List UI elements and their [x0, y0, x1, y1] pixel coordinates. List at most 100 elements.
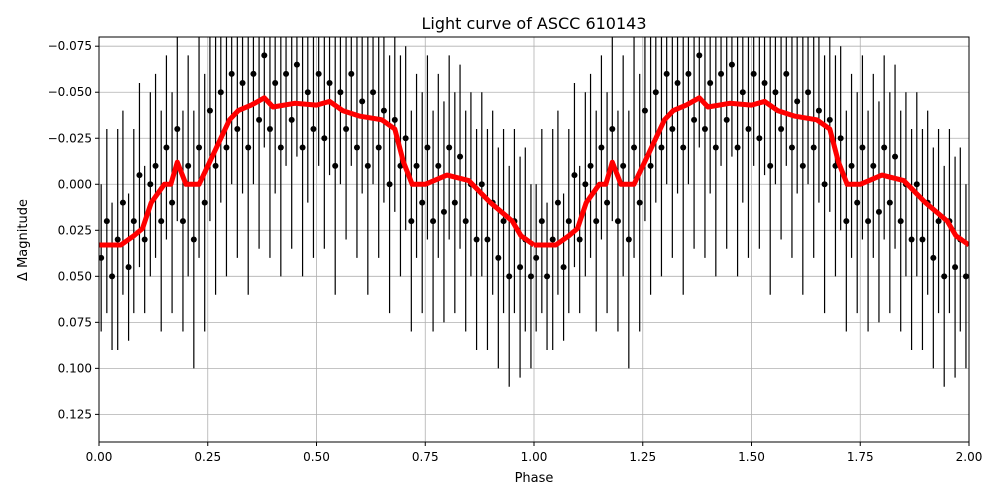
data-point [299, 144, 306, 151]
data-point [962, 273, 969, 280]
data-point [875, 208, 882, 215]
data-point [462, 218, 469, 225]
data-point [772, 89, 779, 96]
data-point [147, 181, 154, 188]
data-point [326, 80, 333, 87]
y-tick-label: 0.100 [58, 361, 92, 375]
data-point [517, 264, 524, 271]
data-point [674, 80, 681, 87]
data-point [446, 144, 453, 151]
data-point [685, 70, 692, 77]
data-point [652, 89, 659, 96]
data-point [565, 218, 572, 225]
data-point [631, 144, 638, 151]
data-point [544, 273, 551, 280]
data-point [533, 254, 540, 261]
data-point [130, 218, 137, 225]
x-axis-label: Phase [515, 471, 554, 486]
data-point [283, 70, 290, 77]
data-point [560, 264, 567, 271]
data-point [636, 199, 643, 206]
plot-frame [98, 36, 970, 443]
data-point [185, 162, 192, 169]
data-point [228, 70, 235, 77]
data-point [658, 144, 665, 151]
data-point [908, 236, 915, 243]
data-point [576, 236, 583, 243]
data-point [239, 80, 246, 87]
data-point [457, 153, 464, 160]
x-tick-label: 0.25 [194, 450, 221, 464]
data-point [837, 135, 844, 142]
data-point [571, 172, 578, 179]
data-point [359, 98, 366, 105]
data-point [217, 89, 224, 96]
data-point [881, 144, 888, 151]
data-point [892, 153, 899, 160]
data-point [419, 199, 426, 206]
data-point [865, 218, 872, 225]
data-point [136, 172, 143, 179]
data-point [495, 254, 502, 261]
data-point [794, 98, 801, 105]
data-point [348, 70, 355, 77]
data-point [473, 236, 480, 243]
data-point [152, 162, 159, 169]
x-tick-label: 1.25 [629, 450, 656, 464]
data-point [815, 107, 822, 114]
y-tick-label: 0.025 [58, 223, 92, 237]
data-point [696, 52, 703, 59]
data-point [941, 273, 948, 280]
data-point [321, 135, 328, 142]
data-point [430, 218, 437, 225]
x-tick-label: 1.75 [847, 450, 874, 464]
data-point [315, 70, 322, 77]
data-point [538, 218, 545, 225]
data-point [886, 199, 893, 206]
data-point [380, 107, 387, 114]
data-point [935, 218, 942, 225]
data-point [614, 218, 621, 225]
data-point [805, 89, 812, 96]
data-point [593, 218, 600, 225]
data-point [870, 162, 877, 169]
data-point [728, 61, 735, 68]
x-tick-label: 0.75 [412, 450, 439, 464]
data-point [163, 144, 170, 151]
binned-curve [99, 95, 969, 248]
data-point [718, 70, 725, 77]
data-point [810, 144, 817, 151]
data-point [169, 199, 176, 206]
data-point [854, 199, 861, 206]
axis-ticks: 0.00 0.25 0.50 0.75 1.00 1.25 1.50 1.75 2.00 −0.0… [48, 39, 983, 464]
y-tick-label: 0.125 [58, 407, 92, 421]
y-axis-label: Δ Magnitude [16, 199, 31, 281]
chart-title: Light curve of ASCC 610143 [421, 14, 646, 33]
data-point [554, 199, 561, 206]
binned-curve-line [534, 95, 969, 248]
data-point [500, 218, 507, 225]
data-point [745, 126, 752, 133]
data-point [691, 116, 698, 123]
data-point [337, 89, 344, 96]
y-tick-label: −0.050 [48, 85, 92, 99]
data-point [734, 144, 741, 151]
data-point [440, 208, 447, 215]
data-point [391, 116, 398, 123]
data-point [582, 181, 589, 188]
data-point [647, 162, 654, 169]
data-point [484, 236, 491, 243]
data-point [859, 144, 866, 151]
y-tick-label: −0.075 [48, 39, 92, 53]
data-point [723, 116, 730, 123]
y-tick-label: 0.050 [58, 269, 92, 283]
data-point [739, 89, 746, 96]
x-tick-label: 0.50 [303, 450, 330, 464]
data-point [549, 236, 556, 243]
data-point [364, 162, 371, 169]
data-point [620, 162, 627, 169]
data-point [109, 273, 116, 280]
x-tick-label: 1.50 [738, 450, 765, 464]
data-point [761, 80, 768, 87]
